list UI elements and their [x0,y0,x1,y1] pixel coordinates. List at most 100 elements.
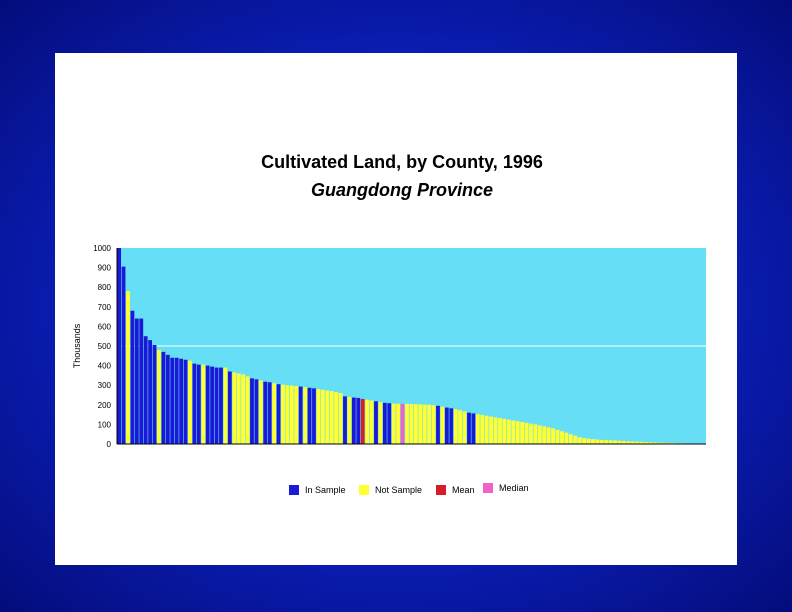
bar [236,373,241,444]
bar [498,418,502,444]
legend: In Sample Not Sample Mean Median [289,482,609,498]
bar [591,439,595,444]
legend-item-in-sample: In Sample [289,484,346,496]
bar [639,441,644,444]
bar [378,402,383,444]
bar [241,374,246,444]
bar [418,404,423,444]
bar [232,372,237,444]
bar [325,390,330,444]
bar [196,364,201,444]
bar [152,345,157,444]
legend-item-median: Median [483,482,529,494]
bar [533,424,538,444]
bar [436,405,440,444]
bar [555,429,560,444]
chart-title: Cultivated Land, by County, 1996 [261,152,543,172]
bar [475,414,480,444]
bar [564,432,569,444]
bar [161,351,166,444]
bar [467,412,471,444]
bar [205,365,210,444]
bar [520,422,525,444]
bar [343,396,347,444]
legend-swatch-median [483,483,493,493]
bar [458,410,463,444]
legend-swatch-mean [436,485,446,495]
bar [604,440,609,444]
y-tick-label: 400 [98,362,112,371]
bar [201,364,206,444]
bar [329,391,334,444]
bar [307,387,312,444]
bar [219,367,223,444]
bar [431,405,436,444]
bar [608,440,613,444]
bar [263,381,268,444]
bar [192,363,197,444]
bar [148,340,153,444]
bar [661,442,666,444]
bar [281,384,285,444]
legend-swatch-not-sample [359,485,369,495]
bar [303,387,308,444]
bar [285,385,290,444]
bar [294,385,299,444]
bar [560,431,564,444]
bar [471,413,476,444]
y-tick-label: 700 [98,303,112,312]
bar [462,411,467,444]
bar [440,406,445,444]
y-tick-label: 800 [98,283,112,292]
bar [320,389,325,444]
bar [405,403,409,444]
bar [250,378,254,444]
bar [289,385,294,444]
bar [245,376,250,444]
bar [489,416,494,444]
legend-swatch-in-sample [289,485,299,495]
bar [493,417,498,444]
bar [139,318,144,444]
bar [276,384,281,444]
bar [648,442,653,444]
bar [630,441,635,444]
bar [617,440,622,444]
bar [254,379,259,444]
chart: 0 100 200 300 400 500 600 700 800 900 1000 Thousan… [72,244,706,449]
bar [365,399,370,444]
bar [258,380,263,444]
legend-item-mean: Mean [436,484,475,496]
bar [422,404,427,444]
bar [613,440,618,444]
bar [312,388,316,444]
bar [582,438,587,444]
bar [644,442,649,444]
bar [577,437,582,444]
bar [334,392,339,444]
legend-item-not-sample: Not Sample [359,484,422,496]
bar [170,357,175,444]
bar [214,367,219,444]
bar [427,404,432,444]
y-tick-label: 200 [98,401,112,410]
y-tick-label: 100 [98,420,112,429]
bar [409,404,414,444]
bar [351,397,356,444]
y-tick-label: 900 [98,264,112,273]
bar [382,402,387,444]
y-tick-labels: 0 100 200 300 400 500 600 700 800 900 1000 [93,244,111,449]
chart-subtitle: Guangdong Province [310,180,493,200]
bar [387,403,392,444]
bar [121,266,126,444]
bar [480,414,485,444]
bar [599,439,604,444]
bar [157,349,161,444]
bar [369,400,374,444]
bar [143,336,148,444]
y-tick-label: 500 [98,342,112,351]
y-tick-label: 300 [98,381,112,390]
bar [529,423,533,444]
legend-label-median: Median [499,483,529,493]
bar [183,359,188,444]
